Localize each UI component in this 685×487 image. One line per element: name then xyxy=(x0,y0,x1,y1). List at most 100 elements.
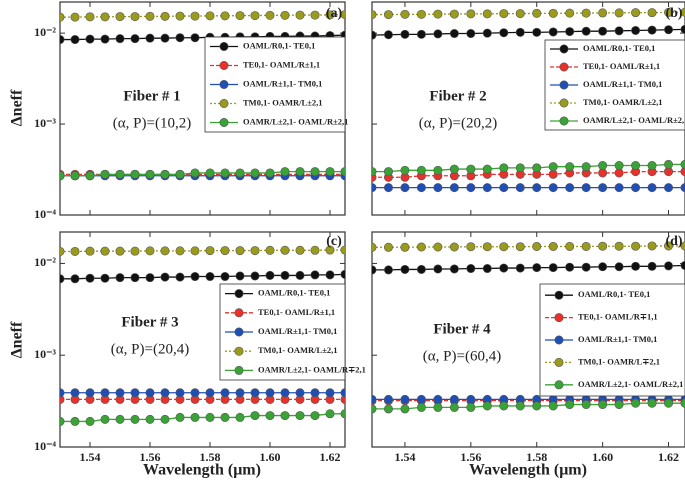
data-point xyxy=(130,34,140,44)
data-point xyxy=(449,242,459,252)
data-point xyxy=(340,409,345,419)
data-point xyxy=(85,388,95,398)
data-point xyxy=(175,33,185,43)
legend-label: TE0,1- OAML/R∓1,1 xyxy=(578,312,658,322)
y-tick-label: 10⁻⁴ xyxy=(34,207,56,221)
data-point xyxy=(647,398,657,408)
data-point xyxy=(70,246,80,256)
x-tick-label: 1.54 xyxy=(80,450,101,464)
data-point xyxy=(372,30,377,40)
data-point xyxy=(115,246,125,256)
data-point xyxy=(598,161,608,171)
data-point xyxy=(614,161,624,171)
data-point xyxy=(60,416,65,426)
series-layer xyxy=(372,7,685,193)
legend-marker xyxy=(219,99,229,109)
data-point xyxy=(235,412,245,422)
data-point xyxy=(548,263,558,273)
data-point xyxy=(515,401,525,411)
data-point xyxy=(499,263,509,273)
data-point xyxy=(449,394,459,404)
data-point xyxy=(325,10,335,20)
data-point xyxy=(400,404,410,414)
legend-label: OAMR/L±2,1- OAML/R±2,1 xyxy=(578,379,683,389)
data-point xyxy=(205,11,215,21)
data-point xyxy=(581,8,591,18)
data-point xyxy=(85,273,95,283)
x-tick-label: 1.62 xyxy=(658,450,679,464)
data-point xyxy=(160,246,170,256)
data-point xyxy=(400,183,410,193)
data-point xyxy=(532,27,542,37)
data-point xyxy=(664,7,674,17)
data-point xyxy=(280,10,290,20)
data-point xyxy=(250,271,260,281)
data-point xyxy=(60,35,65,45)
data-point xyxy=(100,414,110,424)
data-point xyxy=(433,264,443,274)
data-point xyxy=(145,246,155,256)
data-point xyxy=(235,168,245,178)
plot-frame xyxy=(371,231,685,448)
data-point xyxy=(647,241,657,251)
data-point xyxy=(482,401,492,411)
data-point xyxy=(70,171,80,181)
y-tick-label: 10⁻² xyxy=(34,255,56,269)
data-point xyxy=(680,159,685,169)
annotation: Fiber # 4 xyxy=(433,321,491,337)
data-point xyxy=(466,29,476,39)
data-point xyxy=(372,394,377,404)
y-axis-label: Δneff xyxy=(9,89,26,126)
data-point xyxy=(565,262,575,272)
legend-marker xyxy=(559,62,569,72)
data-point xyxy=(340,167,345,177)
data-point xyxy=(145,414,155,424)
data-point xyxy=(325,388,335,398)
data-point xyxy=(280,167,290,177)
legend-label: OAMR/L±2,1- OAML/R±2,1 xyxy=(583,115,685,125)
data-point xyxy=(631,261,641,271)
data-point xyxy=(220,388,230,398)
data-point xyxy=(205,246,215,256)
legend-marker xyxy=(554,290,564,300)
data-point xyxy=(581,183,591,193)
data-point xyxy=(220,246,230,256)
legend-marker xyxy=(559,116,569,126)
data-point xyxy=(250,11,260,21)
annotation: (α, P)=(60,4) xyxy=(423,348,501,364)
data-point xyxy=(175,246,185,256)
data-point xyxy=(565,183,575,193)
legend-label: TM0,1- OAMR/L∓2,1 xyxy=(578,356,660,366)
data-point xyxy=(482,28,492,38)
data-point xyxy=(175,412,185,422)
legend-marker xyxy=(219,41,229,51)
y-tick-label: 10⁻⁴ xyxy=(34,439,56,453)
data-point xyxy=(532,241,542,251)
data-point xyxy=(250,388,260,398)
data-point xyxy=(325,409,335,419)
data-point xyxy=(372,242,377,252)
data-point xyxy=(340,388,345,398)
data-point xyxy=(548,401,558,411)
data-point xyxy=(205,272,215,282)
data-point xyxy=(647,8,657,18)
x-axis-label: Wavelength (μm) xyxy=(143,462,261,479)
panel-label: (b) xyxy=(665,6,682,21)
data-point xyxy=(664,25,674,35)
legend-label: OAML/R±1,1- TM0,1 xyxy=(243,78,322,88)
plot-frame xyxy=(371,1,685,216)
legend-label: TE0,1- OAML/R±1,1 xyxy=(243,59,320,69)
data-point xyxy=(190,11,200,21)
data-point xyxy=(130,246,140,256)
data-point xyxy=(614,26,624,36)
data-point xyxy=(130,388,140,398)
data-point xyxy=(433,402,443,412)
data-point xyxy=(250,246,260,256)
data-point xyxy=(325,270,335,280)
legend-label: OAML/R±1,1- TM0,1 xyxy=(583,79,662,89)
data-point xyxy=(400,394,410,404)
legend-marker xyxy=(234,327,244,337)
data-point xyxy=(115,34,125,44)
data-point xyxy=(85,12,95,22)
series-layer xyxy=(60,10,345,181)
